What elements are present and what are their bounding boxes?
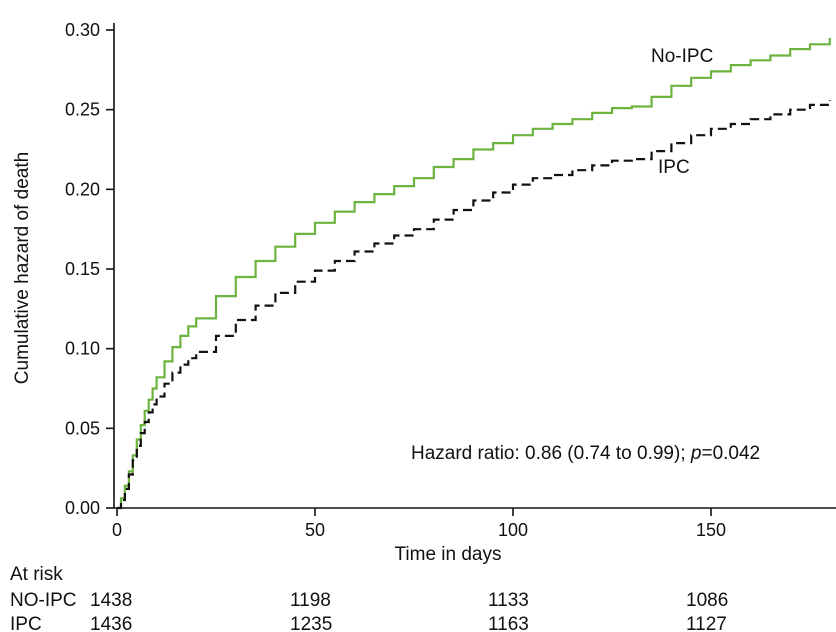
series-label-no-ipc: No-IPC bbox=[651, 46, 713, 67]
at-risk-value: 1163 bbox=[488, 614, 529, 632]
series-ipc-line bbox=[117, 100, 831, 510]
y-tick-label: 0.20 bbox=[65, 179, 100, 199]
y-tick-label: 0.10 bbox=[65, 339, 100, 359]
x-tick-label: 50 bbox=[305, 520, 325, 540]
x-tick-label: 0 bbox=[112, 520, 122, 540]
at-risk-value: 1127 bbox=[686, 614, 727, 632]
at-risk-value: 1133 bbox=[488, 590, 529, 611]
x-ticks: 0 50 100 150 bbox=[112, 508, 726, 540]
y-ticks: 0.00 0.05 0.10 0.15 0.20 0.25 0.30 bbox=[65, 20, 114, 518]
hazard-ratio-p: p bbox=[690, 443, 702, 464]
at-risk-value: 1436 bbox=[90, 614, 132, 632]
y-axis-label: Cumulative hazard of death bbox=[12, 152, 33, 384]
at-risk-value: 1086 bbox=[686, 590, 728, 611]
at-risk-row-label-ipc: IPC bbox=[10, 614, 42, 632]
series-no-ipc-line bbox=[117, 38, 831, 510]
at-risk-table: At risk NO-IPC IPC 1438 1198 1133 1086 1436 1… bbox=[10, 564, 728, 632]
y-tick-label: 0.15 bbox=[65, 259, 100, 279]
hazard-ratio-suffix: =0.042 bbox=[701, 443, 760, 464]
series-group bbox=[117, 38, 831, 510]
at-risk-value: 1438 bbox=[90, 590, 132, 611]
at-risk-title: At risk bbox=[10, 564, 63, 585]
x-tick-label: 100 bbox=[498, 520, 528, 540]
axes bbox=[113, 23, 836, 509]
y-tick-label: 0.30 bbox=[65, 20, 100, 40]
hazard-ratio-annotation: Hazard ratio: 0.86 (0.74 to 0.99); p=0.0… bbox=[411, 443, 760, 464]
at-risk-row-label-no-ipc: NO-IPC bbox=[10, 590, 77, 611]
y-tick-label: 0.00 bbox=[65, 498, 100, 518]
y-tick-label: 0.25 bbox=[65, 100, 100, 120]
hazard-ratio-prefix: Hazard ratio: 0.86 (0.74 to 0.99); bbox=[411, 443, 691, 464]
at-risk-value: 1235 bbox=[290, 614, 332, 632]
at-risk-value: 1198 bbox=[290, 590, 331, 611]
series-label-ipc: IPC bbox=[658, 157, 690, 178]
y-tick-label: 0.05 bbox=[65, 418, 100, 438]
x-tick-label: 150 bbox=[696, 520, 726, 540]
x-axis-label: Time in days bbox=[395, 544, 502, 565]
